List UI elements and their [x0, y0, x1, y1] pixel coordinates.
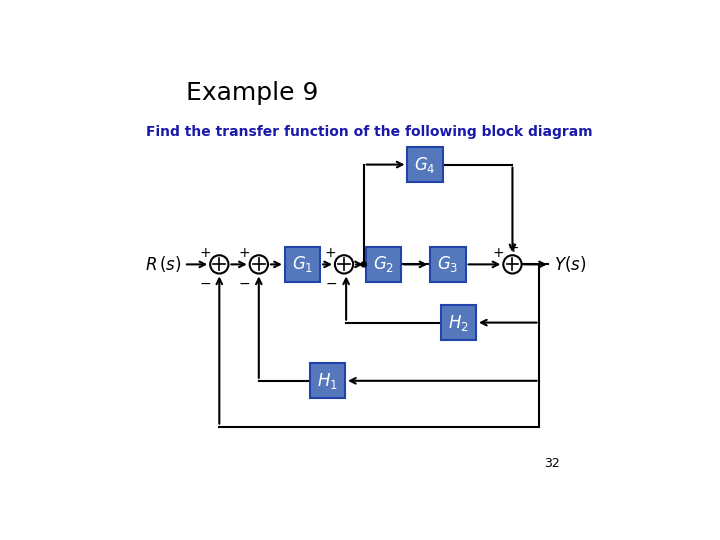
FancyBboxPatch shape [285, 247, 320, 282]
Text: −: − [239, 277, 251, 291]
Text: $R\,(s)$: $R\,(s)$ [145, 254, 181, 274]
Text: +: + [239, 246, 251, 260]
Text: $G_1$: $G_1$ [292, 254, 313, 274]
FancyBboxPatch shape [408, 147, 443, 183]
FancyBboxPatch shape [431, 247, 466, 282]
FancyBboxPatch shape [310, 363, 345, 399]
FancyBboxPatch shape [441, 305, 476, 340]
Text: −: − [199, 277, 211, 291]
Text: 32: 32 [544, 457, 560, 470]
Text: +: + [508, 241, 519, 255]
Circle shape [503, 255, 521, 274]
Circle shape [250, 255, 268, 274]
Circle shape [210, 255, 228, 274]
Circle shape [361, 262, 366, 267]
Text: +: + [492, 246, 504, 260]
Text: +: + [324, 246, 336, 260]
Text: Example 9: Example 9 [186, 82, 318, 105]
FancyBboxPatch shape [366, 247, 401, 282]
Text: +: + [199, 246, 211, 260]
Text: $H_2$: $H_2$ [448, 313, 469, 333]
Text: $G_4$: $G_4$ [414, 154, 436, 174]
Text: $Y(s)$: $Y(s)$ [554, 254, 586, 274]
Text: $G_3$: $G_3$ [437, 254, 459, 274]
Circle shape [335, 255, 354, 274]
Text: −: − [325, 277, 338, 291]
Text: $H_1$: $H_1$ [317, 371, 338, 391]
Text: Find the transfer function of the following block diagram: Find the transfer function of the follow… [145, 125, 593, 139]
Text: $G_2$: $G_2$ [373, 254, 394, 274]
